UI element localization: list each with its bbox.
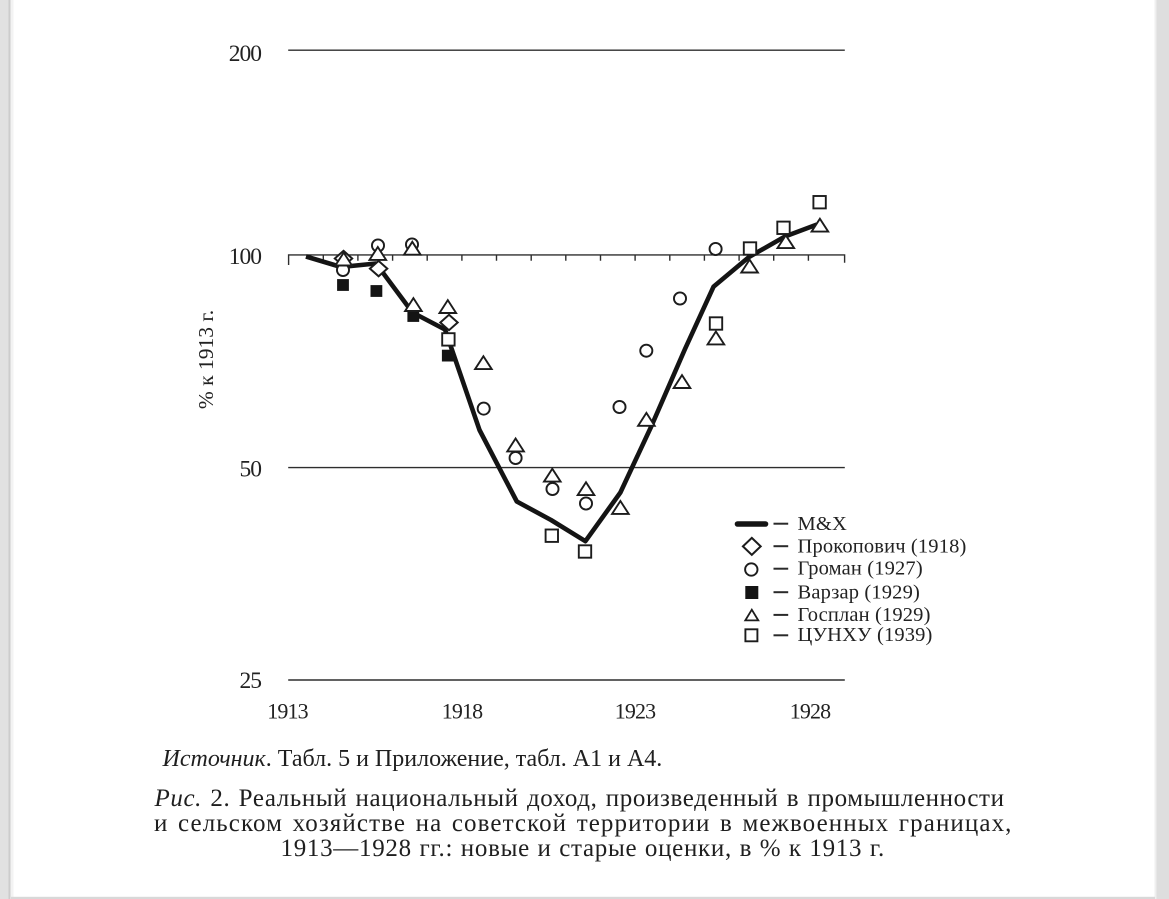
svg-text:Прокопович (1918): Прокопович (1918) bbox=[798, 535, 967, 557]
svg-text:1928: 1928 bbox=[790, 699, 831, 724]
svg-text:Источник. Табл. 5 и Приложение: Источник. Табл. 5 и Приложение, табл. А1… bbox=[162, 746, 663, 772]
svg-text:Громан (1927): Громан (1927) bbox=[798, 558, 923, 580]
svg-text:% к 1913 г.: % к 1913 г. bbox=[194, 310, 218, 409]
svg-text:1913—1928 гг.: новые и старые: 1913—1928 гг.: новые и старые оценки, в … bbox=[281, 835, 885, 862]
svg-text:Варзар (1929): Варзар (1929) bbox=[798, 581, 920, 603]
svg-text:Рис. 2. Реальный национальный: Рис. 2. Реальный национальный доход, про… bbox=[154, 785, 1005, 812]
svg-text:и сельском хозяйстве на советс: и сельском хозяйстве на советской террит… bbox=[154, 810, 1013, 837]
svg-text:М&Х: М&Х bbox=[798, 513, 847, 535]
svg-text:200: 200 bbox=[229, 41, 262, 67]
svg-text:Госплан (1929): Госплан (1929) bbox=[798, 604, 931, 626]
svg-text:1923: 1923 bbox=[615, 699, 656, 724]
svg-text:1913: 1913 bbox=[267, 699, 308, 724]
svg-text:25: 25 bbox=[240, 668, 262, 694]
svg-text:50: 50 bbox=[240, 457, 262, 483]
svg-text:1918: 1918 bbox=[442, 699, 483, 724]
svg-text:ЦУНХУ (1939): ЦУНХУ (1939) bbox=[798, 624, 933, 646]
svg-text:100: 100 bbox=[229, 244, 262, 270]
